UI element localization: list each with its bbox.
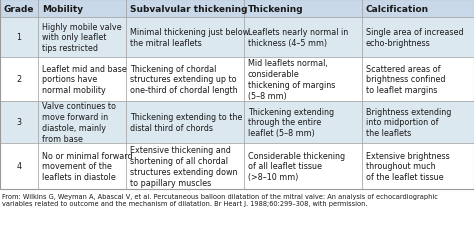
Bar <box>0 58 38 101</box>
Text: Single area of increased
echo-brightness: Single area of increased echo-brightness <box>366 28 464 48</box>
Text: Thickening of chordal
structures extending up to
one-third of chordal length: Thickening of chordal structures extendi… <box>130 65 237 95</box>
Text: 2: 2 <box>17 75 21 84</box>
Text: Mid leaflets normal,
considerable
thickening of margins
(5–8 mm): Mid leaflets normal, considerable thicke… <box>248 59 336 100</box>
Text: Grade: Grade <box>4 4 35 13</box>
Bar <box>38 18 126 58</box>
Text: Calcification: Calcification <box>366 4 429 13</box>
Text: No or minimal forward
movement of the
leaflets in diastole: No or minimal forward movement of the le… <box>42 151 133 181</box>
Bar <box>126 18 244 58</box>
Bar <box>0 0 38 18</box>
Text: Extensive thickening and
shortening of all chordal
structures extending down
to : Extensive thickening and shortening of a… <box>130 146 237 187</box>
Bar <box>362 18 474 58</box>
Text: 1: 1 <box>17 33 21 42</box>
Bar <box>244 18 362 58</box>
Text: Mobility: Mobility <box>42 4 83 13</box>
Bar <box>362 101 474 143</box>
Bar <box>0 143 38 189</box>
Bar <box>126 101 244 143</box>
Text: Leaflet mid and base
portions have
normal mobility: Leaflet mid and base portions have norma… <box>42 65 127 95</box>
Bar <box>244 143 362 189</box>
Bar <box>0 101 38 143</box>
Text: Leaflets nearly normal in
thickness (4–5 mm): Leaflets nearly normal in thickness (4–5… <box>248 28 348 48</box>
Text: Scattered areas of
brightness confined
to leaflet margins: Scattered areas of brightness confined t… <box>366 65 446 95</box>
Bar <box>38 143 126 189</box>
Bar <box>38 101 126 143</box>
Bar <box>126 0 244 18</box>
Bar <box>0 18 38 58</box>
Text: 4: 4 <box>17 162 21 171</box>
Bar <box>362 0 474 18</box>
Text: From: Wilkins G, Weyman A, Abascal V, et al. Percutaneous balloon dilatation of : From: Wilkins G, Weyman A, Abascal V, et… <box>2 193 438 207</box>
Bar <box>244 0 362 18</box>
Bar <box>38 58 126 101</box>
Bar <box>362 58 474 101</box>
Bar <box>126 143 244 189</box>
Text: Thickening extending
through the entire
leaflet (5–8 mm): Thickening extending through the entire … <box>248 107 334 138</box>
Bar <box>244 58 362 101</box>
Text: Thickening extending to the
distal third of chords: Thickening extending to the distal third… <box>130 113 242 132</box>
Text: Thickening: Thickening <box>248 4 304 13</box>
Bar <box>362 143 474 189</box>
Text: Valve continues to
move forward in
diastole, mainly
from base: Valve continues to move forward in diast… <box>42 102 116 143</box>
Text: Brightness extending
into midportion of
the leaflets: Brightness extending into midportion of … <box>366 107 451 138</box>
Text: Considerable thickening
of all leaflet tissue
(>8–10 mm): Considerable thickening of all leaflet t… <box>248 151 345 181</box>
Bar <box>38 0 126 18</box>
Text: 3: 3 <box>17 118 21 127</box>
Text: Extensive brightness
throughout much
of the leaflet tissue: Extensive brightness throughout much of … <box>366 151 450 181</box>
Bar <box>244 101 362 143</box>
Text: Subvalvular thickening: Subvalvular thickening <box>130 4 247 13</box>
Bar <box>0 0 474 189</box>
Text: Minimal thickening just below
the mitral leaflets: Minimal thickening just below the mitral… <box>130 28 249 48</box>
Text: Highly mobile valve
with only leaflet
tips restricted: Highly mobile valve with only leaflet ti… <box>42 23 122 53</box>
Bar <box>126 58 244 101</box>
